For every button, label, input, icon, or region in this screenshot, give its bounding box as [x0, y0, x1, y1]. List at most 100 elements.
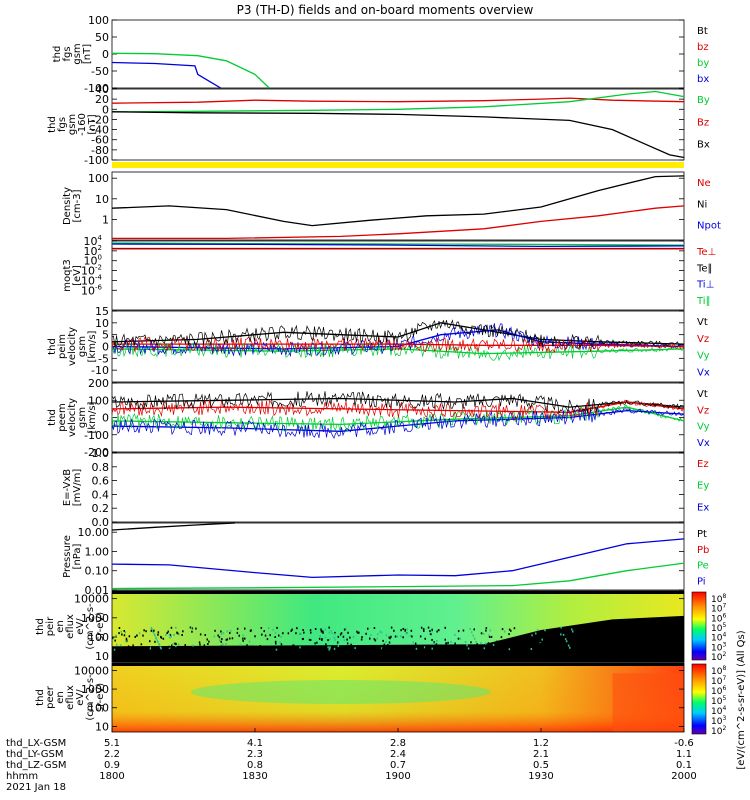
ion-spectrogram-top [112, 591, 684, 594]
ion-spectrogram-pixel [536, 628, 539, 631]
ion-spectrogram-pixel [254, 635, 256, 638]
ion-spectrogram-pixel [541, 638, 543, 641]
legend-Pi: Pi [697, 576, 706, 587]
ion-spectrogram-pixel [125, 637, 128, 640]
colorbar-ions [691, 591, 707, 661]
x-axis-value: 0.8 [247, 760, 263, 771]
ion-spectrogram-pixel [370, 634, 372, 636]
ion-spectrogram-pixel [191, 630, 193, 633]
ion-spectrogram-pixel [385, 641, 387, 644]
ion-spectrogram-pixel [309, 629, 312, 632]
panel-frame [111, 88, 685, 161]
ion-spectrogram-pixel [324, 646, 326, 649]
ion-spectrogram-pixel [203, 644, 206, 647]
ion-spectrogram-pixel [345, 627, 347, 630]
ion-spectrogram-pixel [249, 630, 252, 632]
legend-Ti⊥: Ti⊥ [696, 280, 714, 291]
ion-spectrogram-pixel [389, 648, 392, 651]
legend-Ne: Ne [697, 178, 711, 189]
ion-spectrogram-pixel [350, 643, 352, 646]
ion-spectrogram-pixel [123, 630, 125, 632]
y-tick-label: 10000 [74, 664, 109, 677]
ion-spectrogram-pixel [264, 634, 267, 637]
ion-spectrogram-pixel [457, 630, 460, 633]
ion-spectrogram-pixel [178, 633, 180, 636]
ion-spectrogram-pixel [430, 633, 432, 636]
y-axis-label: eflux [65, 614, 76, 639]
ion-spectrogram-pixel [365, 645, 367, 648]
ion-spectrogram-pixel [292, 648, 294, 650]
y-tick-label: 10 [95, 193, 109, 206]
ion-spectrogram-pixel [379, 630, 381, 633]
y-axis-label: [mV/m] [72, 469, 83, 507]
y-tick-label: 100 [84, 254, 102, 268]
y-axis-label: [nT] [87, 114, 98, 134]
series-green [111, 90, 685, 113]
ion-spectrogram-pixel [563, 630, 565, 633]
ion-spectrogram-pixel [142, 634, 144, 637]
ion-spectrogram-pixel [220, 640, 222, 643]
legend-Vt: Vt [697, 317, 708, 328]
panel-frame [111, 522, 685, 591]
ion-spectrogram-pixel [488, 636, 491, 638]
ion-spectrogram-pixel [431, 628, 433, 631]
y-axis-label: [cm-3] [72, 189, 83, 222]
ion-spectrogram-pixel [480, 642, 482, 645]
ion-spectrogram-pixel [221, 638, 223, 641]
ion-spectrogram-pixel [153, 629, 155, 632]
x-axis-value: 2.1 [533, 749, 549, 760]
ion-spectrogram-pixel [263, 630, 265, 633]
ion-spectrogram-pixel [548, 635, 550, 638]
series-blue [111, 409, 685, 432]
legend-bz: bz [697, 42, 709, 53]
ion-spectrogram-pixel [226, 630, 228, 633]
colorbar-tick-label: 102 [711, 651, 726, 663]
series-green [111, 242, 685, 246]
y-tick-label: -10 [91, 364, 109, 377]
ion-spectrogram-pixel [516, 638, 518, 640]
ion-spectrogram-pixel [169, 636, 171, 639]
ion-spectrogram-pixel [454, 642, 456, 645]
electron-spectrogram-core [190, 679, 491, 704]
colorbar-tick-exponent: 3 [722, 715, 726, 722]
ion-spectrogram-pixel [160, 647, 162, 650]
ion-spectrogram-pixel [336, 643, 338, 645]
ion-spectrogram-pixel [121, 633, 123, 636]
y-tick-label: 10.00 [78, 526, 110, 539]
ion-spectrogram-pixel [220, 633, 223, 636]
ion-spectrogram-pixel [485, 642, 487, 645]
ion-spectrogram-pixel [333, 636, 335, 639]
ion-spectrogram-pixel [544, 629, 546, 632]
ion-spectrogram-pixel [382, 647, 384, 650]
ion-spectrogram-pixel [560, 633, 562, 636]
ion-spectrogram-pixel [411, 635, 413, 638]
ion-spectrogram-pixel [271, 647, 273, 650]
colorbar-tick-exponent: 7 [722, 603, 726, 610]
series-red [111, 97, 685, 104]
y-tick-label: 10 [95, 720, 109, 733]
ion-spectrogram-pixel [189, 626, 192, 629]
ion-spectrogram-pixel [246, 644, 248, 647]
colorbar-tick-exponent: 6 [722, 685, 726, 692]
colorbar-tick-exponent: 4 [722, 632, 726, 639]
ion-spectrogram-pixel [414, 642, 417, 645]
series-black [111, 111, 685, 159]
y-axis-label: Pressure [62, 535, 73, 578]
legend-Pt: Pt [697, 529, 707, 540]
y-tick-label: 10 [95, 650, 109, 663]
ion-spectrogram-pixel [151, 628, 153, 631]
series-noise-blue [111, 323, 684, 358]
y-tick-exponent: -2 [95, 264, 102, 272]
ion-spectrogram-pixel [420, 626, 423, 629]
ion-spectrogram-pixel [174, 642, 176, 645]
ion-spectrogram-pixel [490, 635, 493, 638]
ion-spectrogram-pixel [118, 627, 121, 629]
series-red [112, 205, 685, 240]
ion-spectrogram-pixel [328, 626, 330, 629]
ion-spectrogram-pixel [369, 649, 371, 651]
ion-spectrogram-pixel [253, 648, 255, 651]
ion-spectrogram-pixel [148, 646, 150, 649]
ion-spectrogram-pixel [419, 635, 422, 638]
ion-spectrogram-pixel [425, 647, 427, 650]
